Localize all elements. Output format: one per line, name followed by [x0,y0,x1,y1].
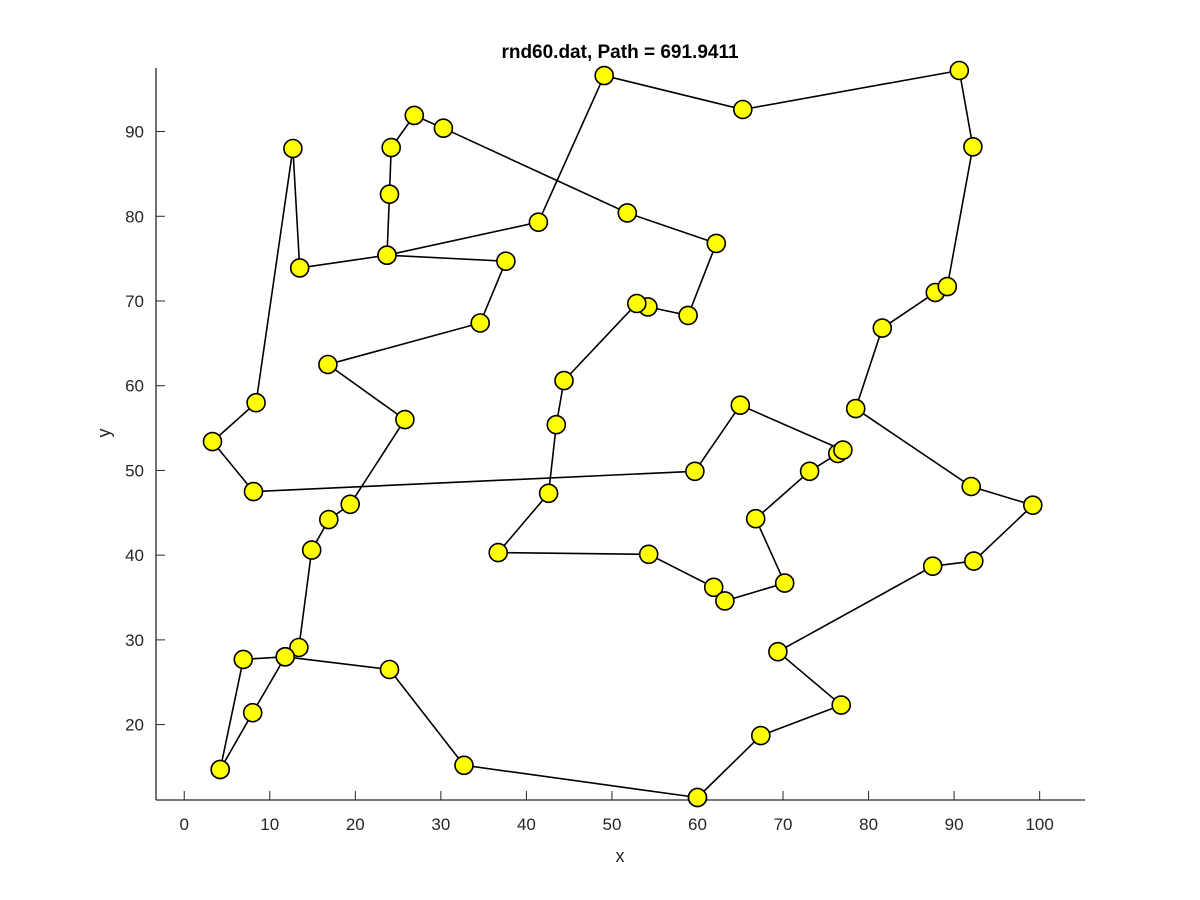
city-marker [617,203,638,223]
city-marker [703,577,724,598]
city-marker [963,137,983,157]
x-tick-label: 70 [774,815,793,834]
city-marker [538,483,559,504]
city-marker [937,276,958,297]
y-tick-label: 50 [125,461,144,480]
city-marker [242,702,263,723]
city-marker [638,544,659,565]
city-marker [685,461,705,482]
y-tick-label: 90 [125,123,144,142]
city-marker [283,138,303,159]
city-marker [528,212,549,232]
city-marker [546,414,567,435]
city-marker [404,105,425,126]
city-marker [202,431,223,452]
city-marker [395,409,415,430]
x-tick-label: 100 [1025,815,1053,834]
city-marker [961,476,982,497]
city-marker [379,659,400,680]
chart-title: rnd60.dat, Path = 691.9411 [501,42,739,63]
x-tick-label: 80 [859,815,878,834]
city-marker [233,649,254,670]
city-marker [872,318,893,338]
city-marker [454,755,474,776]
city-marker [289,258,310,278]
city-marker [626,293,647,314]
y-tick-label: 60 [125,377,144,396]
city-marker [381,137,402,158]
y-tick-label: 40 [125,546,144,565]
city-marker [488,542,509,563]
y-tick-label: 20 [125,716,144,735]
city-marker [730,395,751,416]
city-marker [275,646,296,667]
x-tick-label: 40 [517,815,536,834]
x-tick-label: 50 [602,815,621,834]
city-marker [210,759,230,780]
city-marker [1023,495,1043,516]
city-marker [687,787,708,808]
city-marker [715,591,735,611]
city-marker [833,440,853,460]
city-marker [949,60,970,81]
city-marker [340,494,361,515]
axes: 0 10 20 30 40 50 60 70 80 90 100 20 30 40 50 60 70 80 90 [125,68,1085,834]
city-marker [554,370,574,391]
city-marker [831,695,852,715]
city-marker [318,509,339,530]
city-marker [963,551,984,571]
city-marker [845,398,866,419]
city-marker [318,354,338,375]
city-marker [289,637,309,658]
city-marker [799,461,820,482]
x-tick-label: 60 [688,815,707,834]
city-marker [774,573,795,593]
y-tick-label: 70 [125,292,144,311]
city-marker [594,65,615,86]
city-markers [202,60,1043,808]
city-marker [768,641,788,662]
y-axis-label: y [94,429,114,438]
city-marker [732,99,753,120]
city-marker [377,245,397,265]
x-tick-label: 10 [260,815,279,834]
x-tick-label: 0 [179,815,188,834]
x-tick-label: 20 [346,815,365,834]
city-marker [750,725,771,746]
city-marker [301,540,322,560]
x-tick-label: 90 [945,815,964,834]
city-marker [379,184,400,204]
x-tick-label: 30 [431,815,450,834]
city-marker [706,233,727,254]
city-marker [246,392,266,413]
y-tick-label: 30 [125,631,144,650]
x-axis-label: x [616,846,625,866]
city-marker [678,305,698,326]
city-marker [496,251,516,272]
city-marker [470,313,491,333]
city-marker [433,118,454,138]
city-marker [922,556,943,577]
city-marker [243,481,264,502]
y-tick-label: 80 [125,207,144,226]
city-marker [745,508,766,529]
